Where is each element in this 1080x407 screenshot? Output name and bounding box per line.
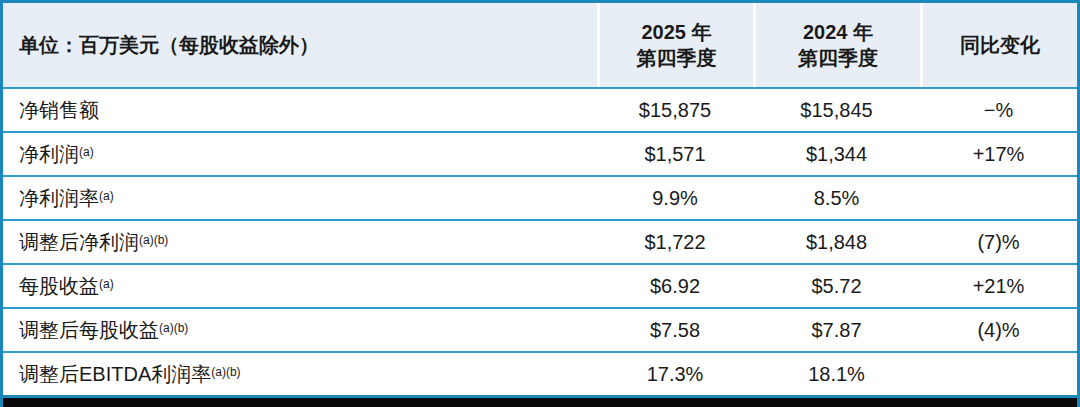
yoy-change-label: 同比变化 xyxy=(960,32,1040,58)
row-label: 每股收益(a) xyxy=(3,265,597,307)
financial-results-table: 单位：百万美元（每股收益除外） 2025 年 第四季度 2024 年 第四季度 … xyxy=(0,0,1080,407)
table-body: 净销售额 $15,875 $15,845 −% 净利润(a) $1,571 $1… xyxy=(3,87,1077,395)
table-row-net-margin: 净利润率(a) 9.9% 8.5% xyxy=(3,175,1077,219)
q4-2024-year: 2024 年 xyxy=(803,19,873,45)
row-label: 调整后每股收益(a)(b) xyxy=(3,309,597,351)
value-q4-2025: $7.58 xyxy=(597,309,753,351)
value-q4-2025: 9.9% xyxy=(597,177,753,219)
row-label-text: 净利润率 xyxy=(19,185,99,212)
footnote-marker: (a)(b) xyxy=(139,234,168,246)
value-yoy-change: +21% xyxy=(920,265,1077,307)
value-q4-2024: 8.5% xyxy=(753,177,920,219)
row-label: 调整后EBITDA利润率(a)(b) xyxy=(3,353,597,395)
value-yoy-change xyxy=(920,353,1077,395)
table-row-net-sales: 净销售额 $15,875 $15,845 −% xyxy=(3,87,1077,131)
row-label: 调整后净利润(a)(b) xyxy=(3,221,597,263)
value-q4-2024: $1,848 xyxy=(753,221,920,263)
row-label: 净利润(a) xyxy=(3,133,597,175)
q4-2024-quarter: 第四季度 xyxy=(798,45,878,71)
table-row-net-earnings: 净利润(a) $1,571 $1,344 +17% xyxy=(3,131,1077,175)
row-label-text: 调整后每股收益 xyxy=(19,317,159,344)
table-row-adjusted-eps: 调整后每股收益(a)(b) $7.58 $7.87 (4)% xyxy=(3,307,1077,351)
table-row-eps: 每股收益(a) $6.92 $5.72 +21% xyxy=(3,263,1077,307)
value-q4-2025: $1,571 xyxy=(597,133,753,175)
value-yoy-change: (7)% xyxy=(920,221,1077,263)
row-label: 净利润率(a) xyxy=(3,177,597,219)
value-q4-2025: 17.3% xyxy=(597,353,753,395)
value-q4-2025: $1,722 xyxy=(597,221,753,263)
row-label-text: 净利润 xyxy=(19,141,79,168)
value-q4-2024: $15,845 xyxy=(753,89,920,131)
q4-2025-year: 2025 年 xyxy=(641,19,711,45)
row-label-text: 每股收益 xyxy=(19,273,99,300)
footnote-marker: (a)(b) xyxy=(159,322,188,334)
value-yoy-change: +17% xyxy=(920,133,1077,175)
unit-header-label: 单位：百万美元（每股收益除外） xyxy=(19,32,319,58)
value-q4-2024: $1,344 xyxy=(753,133,920,175)
value-q4-2025: $15,875 xyxy=(597,89,753,131)
value-yoy-change: −% xyxy=(920,89,1077,131)
footnote-marker: (a)(b) xyxy=(211,366,240,378)
unit-header-cell: 单位：百万美元（每股收益除外） xyxy=(3,3,597,87)
row-label-text: 净销售额 xyxy=(19,97,99,124)
value-q4-2024: $7.87 xyxy=(753,309,920,351)
value-yoy-change xyxy=(920,177,1077,219)
column-header-q4-2025: 2025 年 第四季度 xyxy=(597,3,753,87)
footnote-marker: (a) xyxy=(79,146,94,158)
footnote-marker: (a) xyxy=(99,278,114,290)
row-label-text: 调整后EBITDA利润率 xyxy=(19,361,211,388)
value-q4-2024: $5.72 xyxy=(753,265,920,307)
column-header-q4-2024: 2024 年 第四季度 xyxy=(753,3,920,87)
row-label-text: 调整后净利润 xyxy=(19,229,139,256)
value-yoy-change: (4)% xyxy=(920,309,1077,351)
footnote-marker: (a) xyxy=(99,190,114,202)
row-label: 净销售额 xyxy=(3,89,597,131)
q4-2025-quarter: 第四季度 xyxy=(637,45,717,71)
table-row-adjusted-ebitda-margin: 调整后EBITDA利润率(a)(b) 17.3% 18.1% xyxy=(3,351,1077,395)
table-bottom-rule xyxy=(3,395,1077,407)
value-q4-2024: 18.1% xyxy=(753,353,920,395)
table-row-adjusted-net-earnings: 调整后净利润(a)(b) $1,722 $1,848 (7)% xyxy=(3,219,1077,263)
table-header-row: 单位：百万美元（每股收益除外） 2025 年 第四季度 2024 年 第四季度 … xyxy=(3,3,1077,87)
column-header-yoy-change: 同比变化 xyxy=(920,3,1077,87)
value-q4-2025: $6.92 xyxy=(597,265,753,307)
